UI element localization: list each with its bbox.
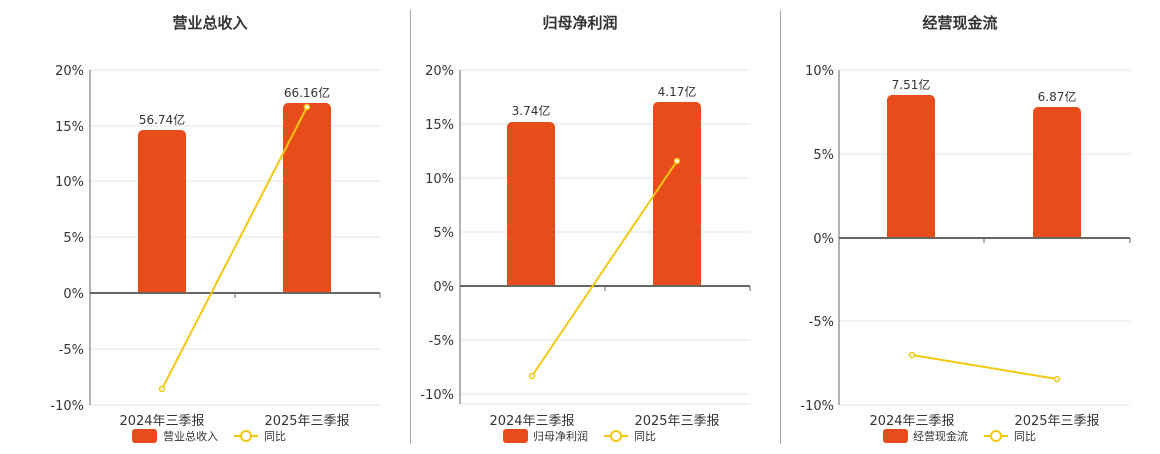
legend-line-label: 同比	[1014, 430, 1036, 443]
svg-text:20%: 20%	[55, 64, 84, 79]
x-tick: 2025年三季报	[634, 414, 719, 429]
yoy-line	[158, 103, 311, 393]
chart-title: 经营现金流	[922, 14, 997, 32]
svg-text:5%: 5%	[433, 226, 454, 241]
bar-2024	[887, 95, 935, 238]
y-axis-ticks: 10% 5% 0% -5% -10%	[800, 64, 834, 414]
svg-text:10%: 10%	[425, 172, 454, 187]
y-axis-ticks: 20% 15% 10% 5% 0% -5% -10%	[50, 64, 84, 414]
svg-text:-10%: -10%	[800, 399, 834, 414]
svg-text:10%: 10%	[805, 64, 834, 79]
chart-title: 归母净利润	[542, 14, 617, 32]
bar-2024	[507, 122, 555, 286]
svg-text:-10%: -10%	[50, 399, 84, 414]
x-tick: 2024年三季报	[869, 414, 954, 429]
y-axis-ticks: 20% 15% 10% 5% 0% -5% -10%	[420, 64, 454, 403]
legend[interactable]: 经营现金流 同比	[883, 429, 1036, 443]
legend-bar-label: 营业总收入	[163, 429, 218, 443]
x-tick: 2024年三季报	[119, 414, 204, 429]
yoy-line	[908, 351, 1061, 383]
svg-text:0%: 0%	[63, 287, 84, 302]
net-profit-chart: 归母净利润 20% 15% 10% 5% 0% -5% -10% 3.74亿 4…	[420, 14, 751, 443]
grid-lines	[460, 69, 750, 405]
bar-label: 3.74亿	[512, 103, 551, 118]
operating-cashflow-chart: 经营现金流 10% 5% 0% -5% -10% 7.51亿 6.87亿 202…	[800, 14, 1131, 443]
panel-divider	[410, 10, 411, 444]
chart-panel-operating-cashflow: 经营现金流 10% 5% 0% -5% -10% 7.51亿 6.87亿 202…	[780, 0, 1160, 450]
bar-2025	[283, 103, 331, 293]
legend[interactable]: 归母净利润 同比	[503, 429, 656, 443]
legend-bar-swatch	[503, 429, 528, 443]
svg-text:5%: 5%	[63, 231, 84, 246]
svg-text:5%: 5%	[813, 148, 834, 163]
bars	[887, 95, 1081, 238]
legend-bar-swatch	[883, 429, 908, 443]
bar-label: 7.51亿	[892, 77, 931, 92]
svg-text:15%: 15%	[425, 118, 454, 133]
bar-label: 4.17亿	[658, 84, 697, 99]
bar-label: 66.16亿	[284, 85, 330, 100]
bar-2025	[653, 102, 701, 286]
legend[interactable]: 营业总收入 同比	[132, 429, 286, 443]
chart-panel-revenue: 营业总收入 20% 15% 10% 5% 0% -5% -10% 56.74亿 …	[0, 0, 410, 450]
x-tick: 2024年三季报	[489, 414, 574, 429]
legend-bar-label: 归母净利润	[533, 429, 588, 443]
legend-line-label: 同比	[264, 430, 286, 443]
chart-title: 营业总收入	[172, 14, 247, 32]
bar-2024	[138, 130, 186, 293]
bar-2025	[1033, 107, 1081, 238]
svg-text:-5%: -5%	[429, 334, 454, 349]
grid-lines	[90, 69, 380, 406]
panel-divider	[780, 10, 781, 444]
svg-text:-5%: -5%	[59, 343, 84, 358]
bar-label: 6.87亿	[1038, 89, 1077, 104]
revenue-chart: 营业总收入 20% 15% 10% 5% 0% -5% -10% 56.74亿 …	[50, 14, 381, 443]
legend-bar-swatch	[132, 429, 157, 443]
x-tick: 2025年三季报	[1014, 414, 1099, 429]
bars	[507, 102, 701, 286]
svg-text:10%: 10%	[55, 175, 84, 190]
svg-text:-5%: -5%	[809, 315, 834, 330]
svg-text:20%: 20%	[425, 64, 454, 79]
svg-text:0%: 0%	[433, 280, 454, 295]
svg-text:0%: 0%	[813, 232, 834, 247]
svg-text:15%: 15%	[55, 120, 84, 135]
legend-bar-label: 经营现金流	[913, 429, 968, 443]
svg-text:-10%: -10%	[420, 388, 454, 403]
chart-panel-net-profit: 归母净利润 20% 15% 10% 5% 0% -5% -10% 3.74亿 4…	[410, 0, 780, 450]
x-tick: 2025年三季报	[264, 414, 349, 429]
bar-label: 56.74亿	[139, 112, 185, 127]
bars	[138, 103, 331, 293]
legend-line-label: 同比	[634, 430, 656, 443]
yoy-line	[528, 157, 681, 380]
